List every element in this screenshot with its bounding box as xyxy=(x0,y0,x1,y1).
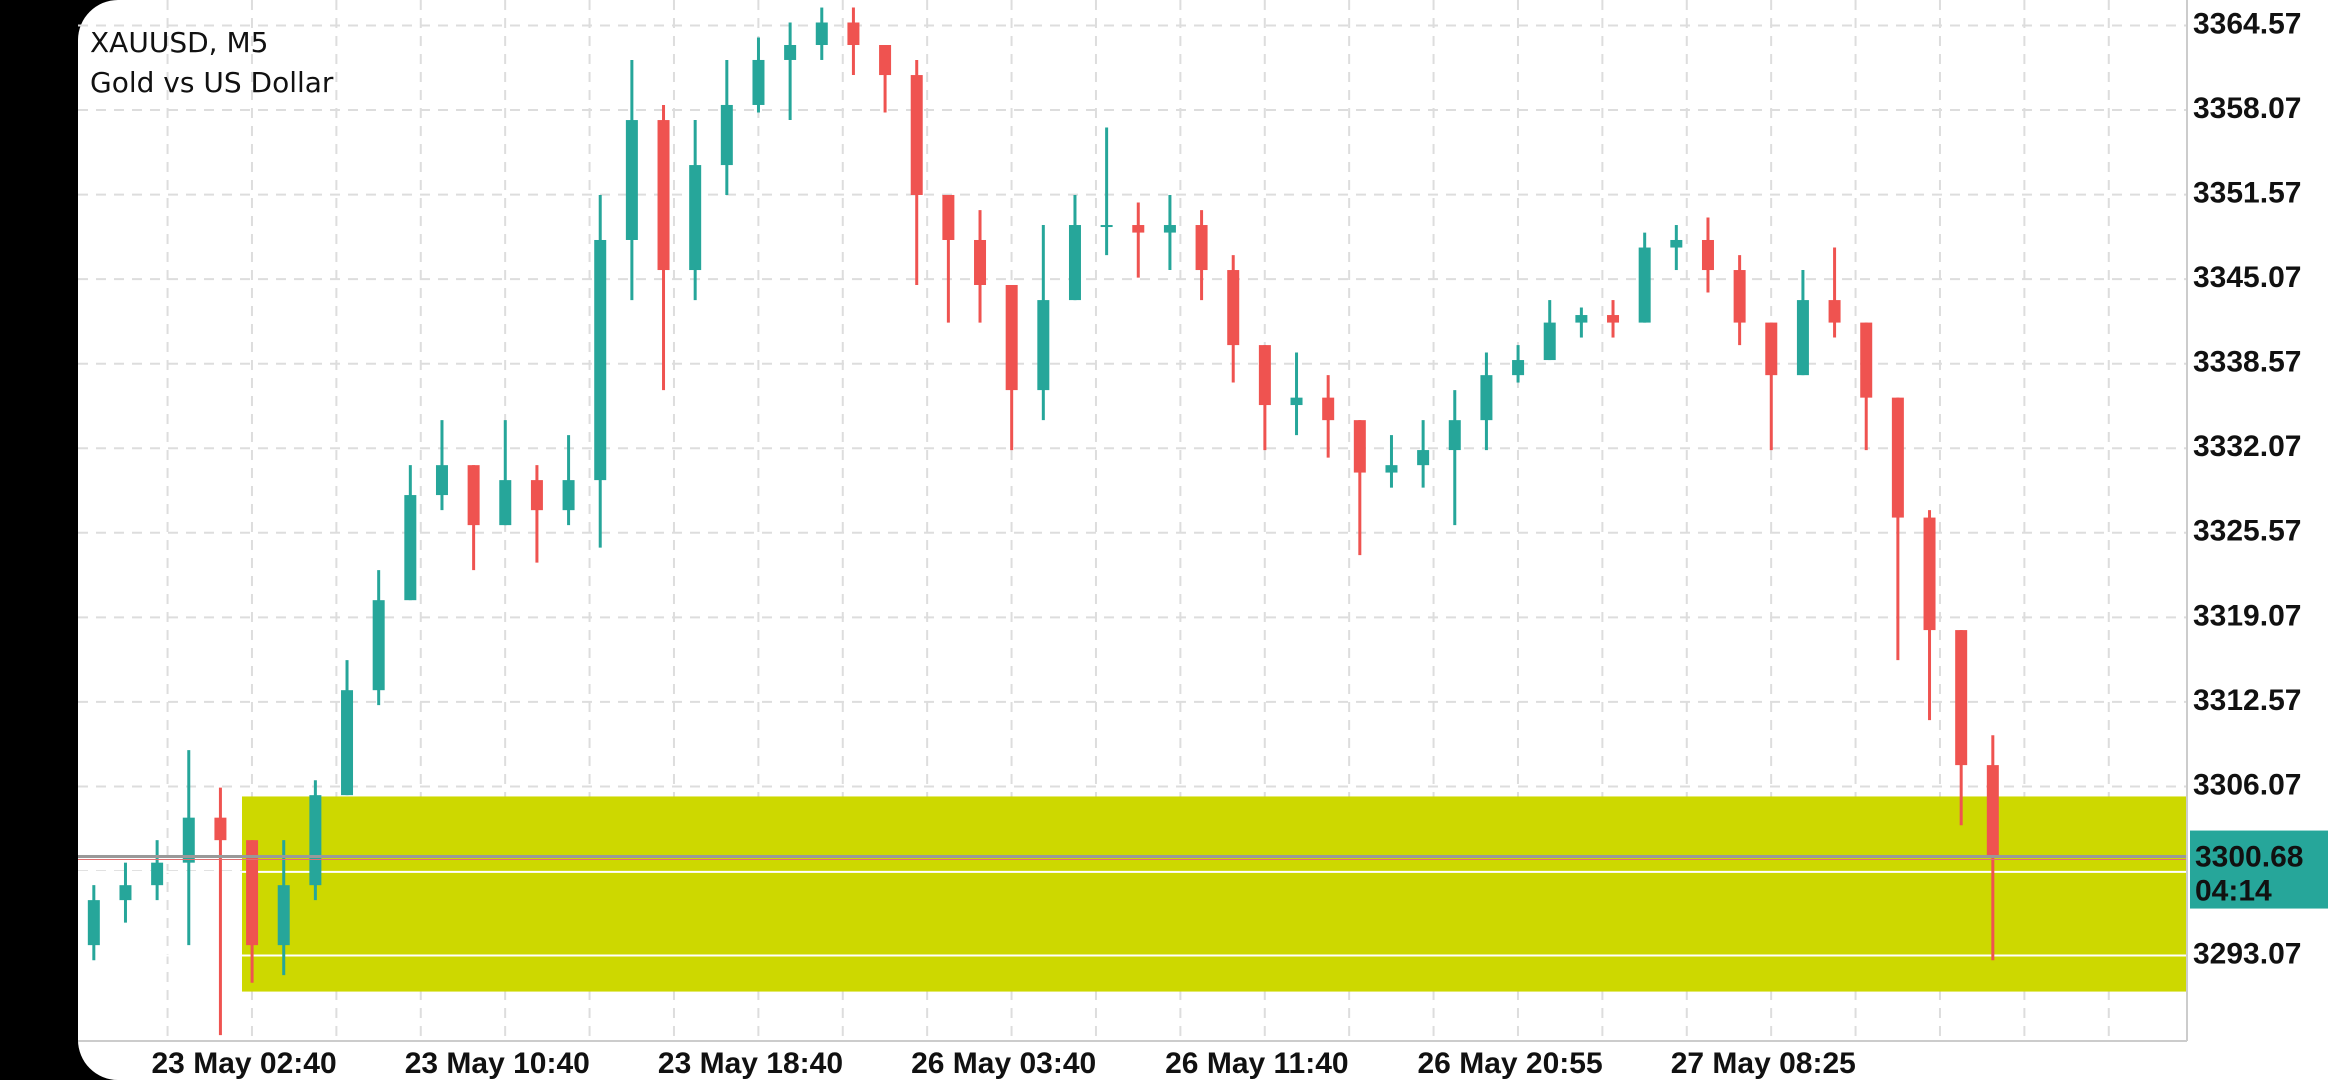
candle-body xyxy=(1607,315,1620,323)
candle-body xyxy=(309,795,322,886)
y-tick-label: 3345.07 xyxy=(2193,261,2301,294)
candle-body xyxy=(1132,225,1145,233)
candle-body xyxy=(784,45,797,60)
candle-body xyxy=(87,900,100,946)
candle-body xyxy=(341,690,354,796)
candle-body xyxy=(1290,397,1303,406)
candle-body xyxy=(974,239,987,285)
candle-body xyxy=(182,817,195,863)
x-tick-label: 27 May 08:25 xyxy=(1671,1047,1856,1080)
candle-body xyxy=(1828,300,1841,323)
candle-body xyxy=(625,120,638,240)
candle-body xyxy=(499,480,512,526)
candle-body xyxy=(720,104,733,166)
y-tick-label: 3312.57 xyxy=(2193,684,2301,717)
candle-body xyxy=(1163,225,1176,233)
candle-body xyxy=(815,22,828,46)
candle-body xyxy=(1543,322,1556,361)
x-tick-label: 26 May 03:40 xyxy=(911,1047,1096,1080)
candle-body xyxy=(151,862,164,886)
current-price-label: 3300.68 xyxy=(2195,840,2303,873)
y-tick-label: 3351.57 xyxy=(2193,177,2301,210)
candle-body xyxy=(1670,239,1683,248)
candle-body xyxy=(910,75,923,195)
x-tick-label: 26 May 20:55 xyxy=(1418,1047,1603,1080)
candle-body xyxy=(879,45,892,76)
candle-body xyxy=(1891,397,1904,518)
y-tick-label: 3338.57 xyxy=(2193,346,2301,379)
candle-body xyxy=(372,600,385,691)
candle-body xyxy=(1986,765,1999,857)
candle-body xyxy=(530,480,543,511)
candle-body xyxy=(467,465,480,526)
y-tick-label: 3306.07 xyxy=(2193,768,2301,801)
candle-body xyxy=(1955,630,1968,766)
candle-body xyxy=(1037,300,1050,391)
candle-body xyxy=(1068,225,1081,301)
zone-rectangle xyxy=(242,796,2187,992)
x-tick-label: 23 May 18:40 xyxy=(658,1047,843,1080)
candle-body xyxy=(1860,322,1873,398)
candle-body xyxy=(1195,225,1208,271)
y-tick-label: 3332.07 xyxy=(2193,430,2301,463)
chart-subtitle: Gold vs US Dollar xyxy=(90,66,334,99)
y-tick-label: 3319.07 xyxy=(2193,599,2301,632)
x-tick-label: 23 May 02:40 xyxy=(152,1047,337,1080)
candle-body xyxy=(1923,517,1936,631)
candle-body xyxy=(1385,465,1398,473)
y-tick-label: 3364.57 xyxy=(2193,7,2301,40)
candle-body xyxy=(1258,345,1271,406)
candle-body xyxy=(942,194,955,240)
candle-body xyxy=(246,840,259,946)
price-box xyxy=(2190,830,2328,909)
x-tick-label: 23 May 10:40 xyxy=(405,1047,590,1080)
candle-body xyxy=(1322,397,1335,421)
candle-body xyxy=(1638,247,1651,323)
candle-body xyxy=(1480,375,1493,421)
candle-body xyxy=(435,465,448,496)
candle-body xyxy=(1512,360,1525,376)
x-tick-label: 26 May 11:40 xyxy=(1165,1047,1348,1080)
candle-body xyxy=(1733,270,1746,323)
candle-body xyxy=(1448,420,1461,451)
candle-body xyxy=(1005,284,1018,391)
candle-body xyxy=(1765,322,1778,376)
candle-body xyxy=(752,59,765,105)
candle-body xyxy=(1227,270,1240,346)
y-tick-label: 3293.07 xyxy=(2193,937,2301,970)
candle-body xyxy=(119,885,132,901)
candle-body xyxy=(847,22,860,46)
chart-title: XAUUSD, M5 xyxy=(90,26,268,59)
candle-body xyxy=(404,495,417,601)
candle-body xyxy=(562,480,575,511)
candle-body xyxy=(1417,450,1430,466)
bar-timer: 04:14 xyxy=(2195,874,2272,907)
candle-body xyxy=(214,817,227,841)
candle-body xyxy=(1701,239,1714,271)
candle-body xyxy=(689,165,702,271)
candle-body xyxy=(1353,420,1366,473)
candle-body xyxy=(657,120,670,271)
y-tick-label: 3325.57 xyxy=(2193,515,2301,548)
candle-body xyxy=(594,239,607,481)
candle-body xyxy=(1575,315,1588,323)
y-tick-label: 3358.07 xyxy=(2193,92,2301,125)
candle-body xyxy=(277,885,290,946)
candle-body xyxy=(1100,225,1113,228)
candle-body xyxy=(1796,300,1809,376)
